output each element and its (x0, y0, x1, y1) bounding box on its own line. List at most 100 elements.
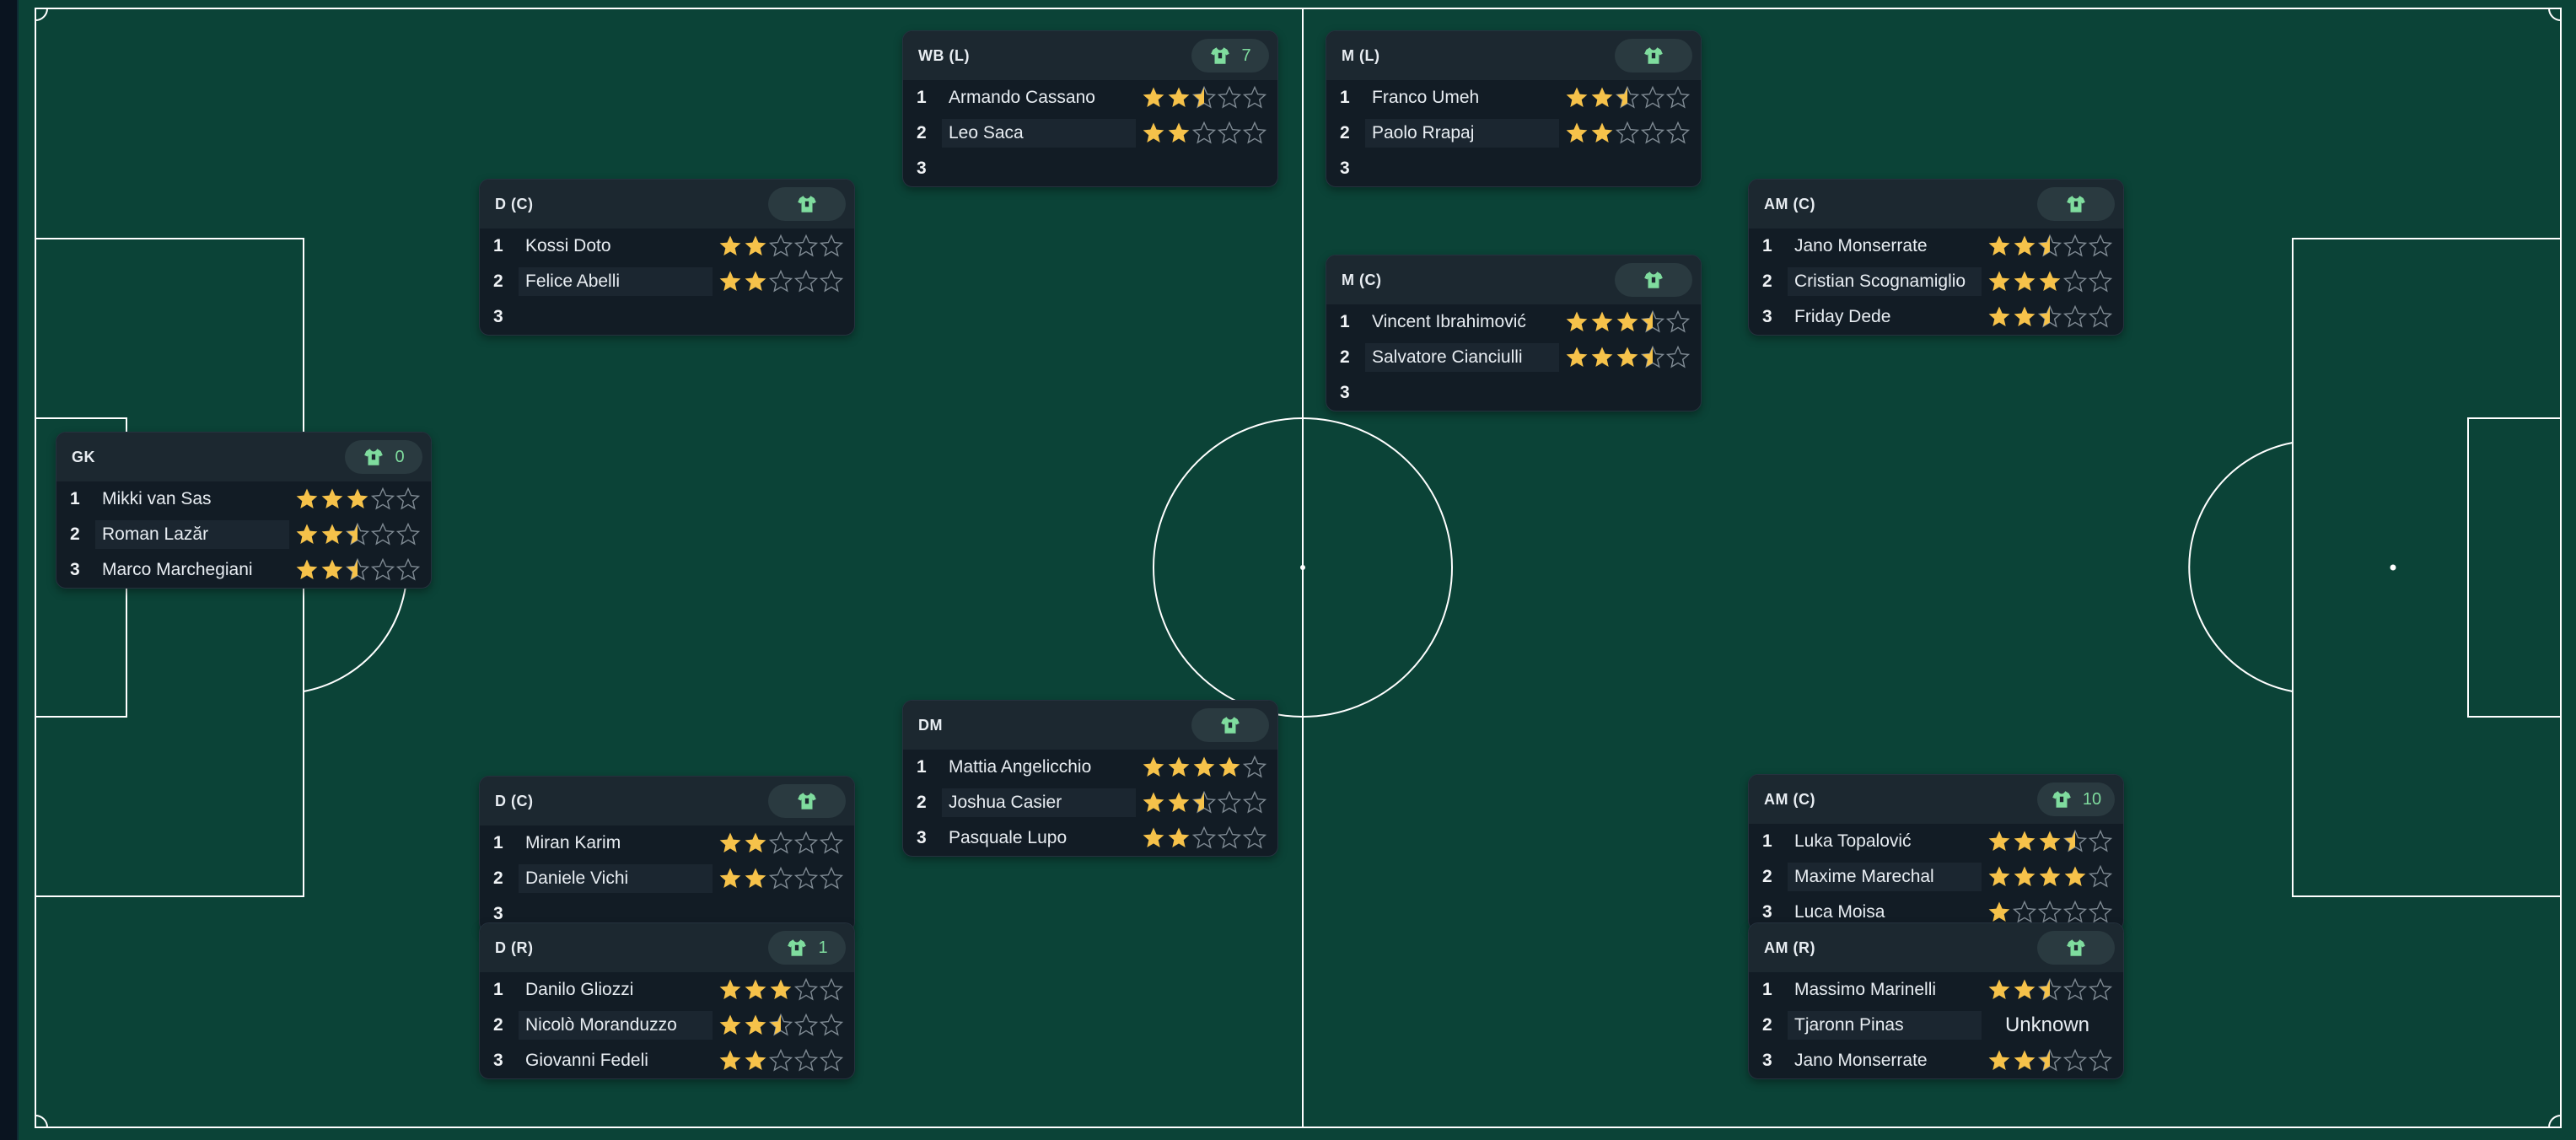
player-row[interactable]: 3 (480, 299, 854, 335)
player-row[interactable]: 1 Danilo Gliozzi (480, 972, 854, 1008)
player-row[interactable]: 2 Cristian Scognamiglio (1749, 264, 2123, 299)
player-row[interactable]: 1 Luka Topalović (1749, 824, 2123, 859)
player-row[interactable]: 3 (903, 151, 1277, 186)
player-row[interactable]: 3 Pasquale Lupo (903, 820, 1277, 856)
player-name[interactable]: Luca Moisa (1794, 902, 1885, 922)
star-rating (713, 977, 854, 1003)
player-name[interactable]: Kossi Doto (525, 236, 611, 255)
kit-number-badge[interactable] (1615, 263, 1692, 297)
player-row[interactable]: 2 Paolo Rrapaj (1326, 116, 1701, 151)
kit-number-badge[interactable] (768, 784, 846, 818)
kit-number-badge[interactable]: 0 (345, 440, 422, 474)
player-name[interactable]: Tjaronn Pinas (1788, 1011, 1982, 1040)
player-name[interactable]: Leo Saca (942, 119, 1136, 148)
player-name[interactable]: Friday Dede (1794, 307, 1891, 326)
position-card-header: D (C) (480, 777, 854, 825)
player-name[interactable]: Felice Abelli (519, 267, 713, 296)
position-card-dc-top[interactable]: D (C) 1 Kossi Doto 2 Felice Abelli 3 (479, 179, 855, 336)
player-row[interactable]: 1 Mattia Angelicchio (903, 750, 1277, 785)
player-name[interactable] (519, 303, 854, 331)
kit-number-badge[interactable] (1191, 708, 1269, 742)
player-name[interactable] (1365, 379, 1701, 407)
player-name[interactable]: Nicolò Moranduzzo (519, 1011, 713, 1040)
kit-number-badge[interactable]: 7 (1191, 39, 1269, 73)
player-name[interactable]: Joshua Casier (942, 788, 1136, 817)
player-row[interactable]: 2 Joshua Casier (903, 785, 1277, 820)
player-name[interactable]: Salvatore Cianciulli (1365, 343, 1559, 372)
position-card-dr[interactable]: D (R) 1 1 Danilo Gliozzi 2 Nicolò Moranduzzo 3… (479, 922, 855, 1079)
player-row[interactable]: 2 Felice Abelli (480, 264, 854, 299)
kit-number-badge[interactable] (2037, 187, 2115, 221)
player-row[interactable]: 1 Massimo Marinelli (1749, 972, 2123, 1008)
star-filled-icon (719, 271, 741, 291)
position-card-dm[interactable]: DM 1 Mattia Angelicchio 2 Joshua Casier 3 Pasq… (902, 700, 1278, 857)
player-row[interactable]: 1 Armando Cassano (903, 80, 1277, 116)
player-row[interactable]: 2 Tjaronn Pinas Unknown (1749, 1008, 2123, 1043)
player-row[interactable]: 2 Nicolò Moranduzzo (480, 1008, 854, 1043)
player-name[interactable]: Mattia Angelicchio (949, 757, 1092, 777)
player-name[interactable]: Marco Marchegiani (102, 560, 253, 579)
star-empty-icon (2062, 269, 2088, 293)
player-name[interactable]: Miran Karim (525, 833, 621, 852)
player-row[interactable]: 1 Vincent Ibrahimović (1326, 304, 1701, 340)
player-name[interactable]: Giovanni Fedeli (525, 1051, 648, 1070)
player-name[interactable] (1365, 154, 1701, 183)
position-card-ml[interactable]: M (L) 1 Franco Umeh 2 Paolo Rrapaj 3 (1326, 30, 1702, 187)
player-name[interactable]: Cristian Scognamiglio (1788, 267, 1982, 296)
kit-number-badge[interactable]: 10 (2037, 782, 2115, 816)
position-card-header: WB (L) 7 (903, 31, 1277, 80)
player-row[interactable]: 2 Leo Saca (903, 116, 1277, 151)
player-name[interactable]: Massimo Marinelli (1794, 980, 1937, 999)
player-name[interactable]: Daniele Vichi (519, 864, 713, 893)
player-row[interactable]: 3 Luca Moisa (1749, 895, 2123, 930)
player-row[interactable]: 1 Mikki van Sas (56, 481, 431, 517)
position-card-dc-bottom[interactable]: D (C) 1 Miran Karim 2 Daniele Vichi 3 (479, 776, 855, 933)
player-name[interactable]: Mikki van Sas (102, 489, 212, 508)
player-name[interactable]: Maxime Marechal (1788, 863, 1982, 891)
position-card-amr[interactable]: AM (R) 1 Massimo Marinelli 2 Tjaronn Pinas Un… (1748, 922, 2124, 1079)
player-row[interactable]: 2 Daniele Vichi (480, 861, 854, 896)
position-card-gk[interactable]: GK 0 1 Mikki van Sas 2 Roman Lazăr 3 Marco Marc… (56, 432, 432, 589)
player-rank: 2 (1762, 867, 1772, 886)
star-empty-icon (2088, 304, 2113, 328)
player-row[interactable]: 2 Maxime Marechal (1749, 859, 2123, 895)
player-row[interactable]: 1 Franco Umeh (1326, 80, 1701, 116)
player-row[interactable]: 1 Jano Monserrate (1749, 229, 2123, 264)
player-row[interactable]: 3 (1326, 375, 1701, 411)
shirt-icon (788, 939, 807, 956)
kit-number-badge[interactable]: 1 (768, 931, 846, 965)
star-filled-icon (2014, 831, 2036, 851)
star-half-icon (768, 1013, 793, 1036)
kit-number-badge[interactable] (1615, 39, 1692, 73)
position-card-amc-top[interactable]: AM (C) 1 Jano Monserrate 2 Cristian Scognami… (1748, 179, 2124, 336)
player-row[interactable]: 3 (480, 896, 854, 932)
player-name[interactable] (942, 154, 1277, 183)
player-row[interactable]: 3 Marco Marchegiani (56, 552, 431, 588)
position-card-mc[interactable]: M (C) 1 Vincent Ibrahimović 2 Salvatore Cian… (1326, 255, 1702, 411)
player-name[interactable]: Vincent Ibrahimović (1372, 312, 1526, 331)
player-row[interactable]: 3 Friday Dede (1749, 299, 2123, 335)
player-name[interactable]: Jano Monserrate (1794, 236, 1928, 255)
rating-unknown: Unknown (2004, 1014, 2090, 1036)
player-name[interactable]: Danilo Gliozzi (525, 980, 634, 999)
player-name[interactable]: Paolo Rrapaj (1365, 119, 1559, 148)
star-filled-icon (1168, 827, 1190, 847)
position-card-wbl[interactable]: WB (L) 7 1 Armando Cassano 2 Leo Saca 3 (902, 30, 1278, 187)
player-name[interactable]: Franco Umeh (1372, 88, 1480, 107)
player-row[interactable]: 3 Giovanni Fedeli (480, 1043, 854, 1078)
player-row[interactable]: 2 Salvatore Cianciulli (1326, 340, 1701, 375)
player-row[interactable]: 1 Kossi Doto (480, 229, 854, 264)
star-filled-icon (719, 1050, 741, 1070)
player-name[interactable]: Roman Lazăr (95, 520, 289, 549)
kit-number-badge[interactable] (2037, 931, 2115, 965)
player-name[interactable]: Luka Topalović (1794, 831, 1912, 851)
kit-number-badge[interactable] (768, 187, 846, 221)
position-card-amc-bottom[interactable]: AM (C) 10 1 Luka Topalović 2 Maxime Marechal 3… (1748, 774, 2124, 931)
player-name[interactable]: Jano Monserrate (1794, 1051, 1928, 1070)
player-row[interactable]: 1 Miran Karim (480, 825, 854, 861)
player-row[interactable]: 2 Roman Lazăr (56, 517, 431, 552)
player-name[interactable]: Armando Cassano (949, 88, 1095, 107)
player-row[interactable]: 3 Jano Monserrate (1749, 1043, 2123, 1078)
player-row[interactable]: 3 (1326, 151, 1701, 186)
player-name[interactable]: Pasquale Lupo (949, 828, 1068, 847)
